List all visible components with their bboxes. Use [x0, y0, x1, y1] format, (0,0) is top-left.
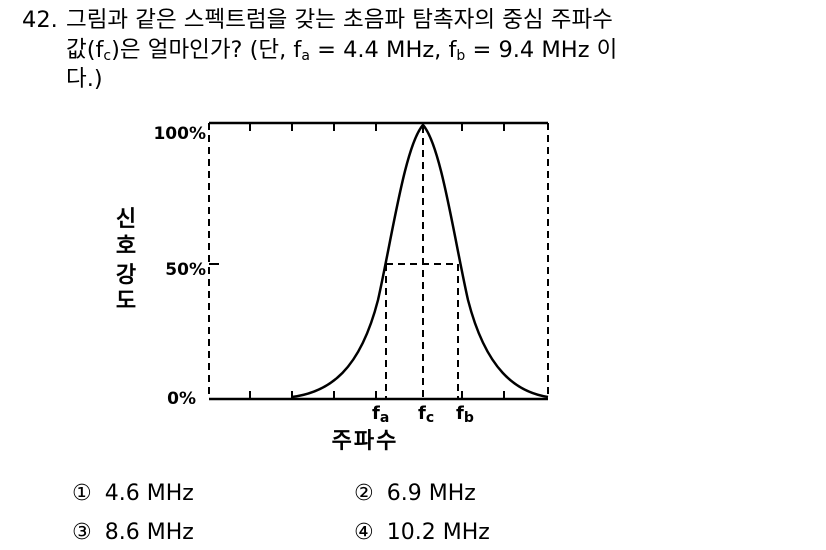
option-3-text: 8.6 MHz: [104, 520, 194, 545]
option-3[interactable]: ③ 8.6 MHz: [72, 520, 194, 546]
option-4[interactable]: ④ 10.2 MHz: [354, 520, 490, 546]
option-1[interactable]: ① 4.6 MHz: [72, 481, 194, 507]
q-text-part: = 9.4 MHz 이: [465, 36, 618, 63]
y-label-char-1: 신: [116, 207, 136, 232]
option-1-text: 4.6 MHz: [104, 481, 194, 506]
q-sub-c: c: [103, 47, 112, 64]
option-3-marker: ③: [72, 520, 92, 545]
option-1-marker: ①: [72, 481, 92, 506]
y-tick-0: 0%: [167, 389, 196, 409]
x-axis-label: 주파수: [332, 429, 399, 454]
q-text-part: )은 얼마인가? (단, f: [111, 36, 302, 63]
fa-sub: a: [380, 410, 389, 426]
option-4-marker: ④: [354, 520, 374, 545]
fc-label: fc: [418, 403, 434, 426]
top-ticks: [249, 123, 505, 131]
spectrum-curve: [291, 123, 549, 399]
q-text-part: 값(f: [66, 36, 104, 63]
q-sub-b: b: [456, 47, 466, 64]
q-text-part: = 4.4 MHz, f: [309, 36, 457, 63]
option-2-text: 6.9 MHz: [386, 481, 476, 506]
fb-sub: b: [464, 410, 474, 426]
question-text: 그림과 같은 스펙트럼을 갖는 초음파 탐촉자의 중심 주파수 값(fc)은 얼…: [66, 6, 806, 95]
question-line-2: 값(fc)은 얼마인가? (단, fa = 4.4 MHz, fb = 9.4 …: [66, 36, 806, 66]
bottom-ticks: [249, 391, 505, 399]
fb-label: fb: [456, 403, 474, 426]
fc-f: f: [418, 403, 426, 424]
y-tick-50: 50%: [165, 260, 206, 280]
option-4-text: 10.2 MHz: [386, 520, 490, 545]
q-sub-a: a: [301, 47, 310, 64]
fc-sub: c: [426, 410, 434, 426]
fa-label: fa: [372, 403, 389, 426]
option-2-marker: ②: [354, 481, 374, 506]
y-label-char-3: 강: [116, 263, 136, 288]
y-label-char-2: 호: [116, 234, 136, 259]
question-line-1: 그림과 같은 스펙트럼을 갖는 초음파 탐촉자의 중심 주파수: [66, 7, 613, 33]
question-line-3: 다.): [66, 66, 103, 92]
y-label-char-4: 도: [116, 289, 136, 314]
y-tick-100: 100%: [153, 124, 206, 144]
fa-f: f: [372, 403, 380, 424]
fb-f: f: [456, 403, 464, 424]
question-number: 42.: [22, 7, 58, 33]
option-2[interactable]: ② 6.9 MHz: [354, 481, 476, 507]
